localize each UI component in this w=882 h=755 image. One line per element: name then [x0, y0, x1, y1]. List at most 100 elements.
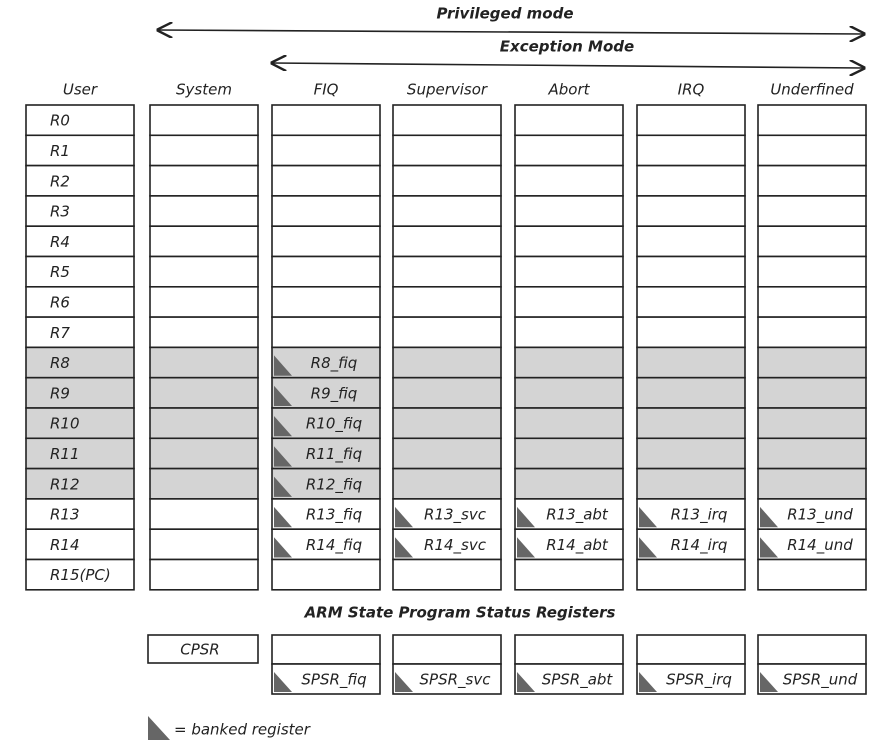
register-cell	[757, 104, 867, 137]
register-cell	[514, 195, 624, 227]
register-cell	[25, 346, 135, 379]
spsr-cell	[514, 663, 624, 695]
register-cell	[25, 255, 135, 288]
banked-register-label: R14_svc	[424, 536, 487, 555]
spsr-cell	[392, 634, 502, 665]
register-label: R9	[50, 384, 70, 402]
register-cell	[392, 467, 502, 500]
register-cell	[271, 225, 381, 258]
register-cell	[757, 558, 867, 591]
register-cell	[514, 376, 624, 409]
register-cell	[636, 376, 746, 409]
banked-marker	[274, 537, 292, 558]
register-cell	[514, 285, 624, 318]
register-cell	[149, 134, 259, 167]
register-label: R5	[50, 263, 70, 281]
register-cell	[757, 225, 867, 258]
register-cell	[757, 134, 867, 167]
register-cell	[757, 498, 867, 530]
column-header: Supervisor	[407, 81, 488, 99]
register-cell	[636, 467, 746, 500]
exception-label: Exception Mode	[500, 38, 634, 56]
register-cell	[25, 164, 135, 197]
register-cell	[149, 498, 259, 530]
register-cell	[271, 195, 381, 227]
register-label: R0	[50, 112, 70, 130]
register-cell	[25, 437, 135, 470]
register-cell	[149, 467, 259, 500]
register-cell	[25, 558, 135, 591]
column-header: Abort	[547, 81, 590, 99]
register-label: R1	[50, 142, 70, 160]
register-cell	[149, 407, 259, 440]
legend-triangle	[148, 716, 170, 740]
register-cell	[514, 104, 624, 137]
register-cell	[757, 376, 867, 409]
register-label: R13	[50, 506, 80, 524]
banked-register-label: R8_fiq	[311, 354, 358, 373]
register-cell	[392, 437, 502, 470]
exception-arrow	[272, 63, 864, 68]
banked-marker	[274, 506, 292, 528]
banked-register-label: R9_fiq	[311, 384, 358, 403]
banked-marker	[517, 537, 535, 558]
column-header: FIQ	[314, 81, 339, 99]
register-label: R3	[50, 203, 70, 221]
register-cell	[636, 346, 746, 379]
banked-marker	[274, 672, 292, 692]
register-cell	[636, 134, 746, 167]
banked-marker	[395, 537, 413, 558]
column-header: IRQ	[678, 81, 705, 99]
register-cell	[514, 558, 624, 591]
register-cell	[149, 437, 259, 470]
banked-register-label: R14_irq	[671, 536, 728, 555]
register-cell	[392, 316, 502, 349]
register-label: R12	[50, 475, 80, 493]
register-cell	[392, 558, 502, 591]
register-cell	[271, 528, 381, 561]
privileged-arrow	[158, 30, 864, 34]
banked-register-label: R10_fiq	[306, 415, 362, 434]
register-cell	[149, 558, 259, 591]
register-cell	[149, 376, 259, 409]
spsr-label: SPSR_svc	[420, 671, 492, 690]
register-cell	[392, 195, 502, 227]
banked-marker	[274, 416, 292, 437]
register-label: R4	[50, 233, 70, 251]
register-cell	[757, 437, 867, 470]
spsr-cell	[514, 634, 624, 665]
register-cell	[271, 407, 381, 440]
banked-marker	[517, 506, 535, 528]
register-cell	[271, 134, 381, 167]
banked-register-label: R13_und	[787, 506, 853, 525]
register-cell	[392, 376, 502, 409]
register-cell	[25, 407, 135, 440]
register-cell	[392, 346, 502, 379]
register-cell	[25, 467, 135, 500]
privileged-label: Privileged mode	[436, 5, 573, 23]
register-cell	[757, 255, 867, 288]
spsr-cell	[271, 634, 381, 665]
register-cell	[514, 255, 624, 288]
register-cell	[514, 164, 624, 197]
register-cell	[514, 225, 624, 258]
column-header: Underfined	[770, 81, 854, 99]
banked-register-label: R11_fiq	[306, 445, 362, 464]
banked-register-label: R13_fiq	[306, 506, 362, 525]
register-cell	[514, 316, 624, 349]
register-cell	[636, 316, 746, 349]
spsr-label: SPSR_abt	[542, 671, 614, 690]
register-cell	[514, 437, 624, 470]
register-cell	[149, 316, 259, 349]
spsr-label: SPSR_irq	[666, 671, 732, 690]
psr-title: ARM State Program Status Registers	[304, 604, 616, 622]
register-label: R10	[50, 415, 80, 433]
register-cell	[149, 346, 259, 379]
register-cell	[514, 134, 624, 167]
register-cell	[25, 285, 135, 318]
banked-register-label: R13_svc	[424, 506, 487, 525]
register-cell	[271, 255, 381, 288]
register-cell	[636, 285, 746, 318]
banked-marker	[760, 672, 778, 692]
register-cell	[149, 164, 259, 197]
